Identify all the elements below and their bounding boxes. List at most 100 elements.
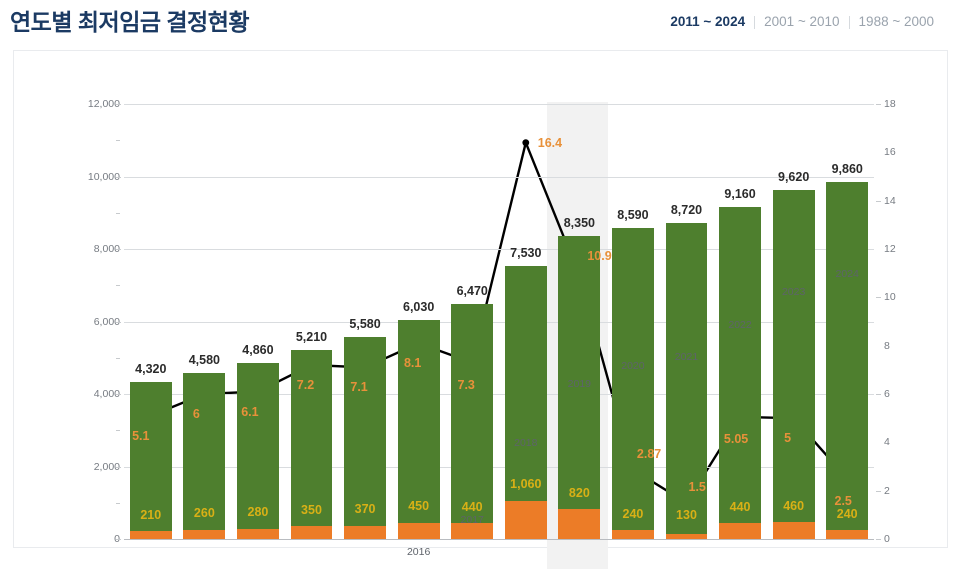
bar-column[interactable]: 5,2103502014 [290,331,333,539]
bar-increase-label: 130 [676,507,697,522]
bar-segment-increase[interactable] [826,530,869,539]
bar-column[interactable]: 6,030 450 2016 [397,301,440,558]
gridline [124,321,874,323]
bar-segment-wage[interactable] [397,320,440,539]
bar-column[interactable]: 5,5803702015 [344,318,386,539]
bar-segment-increase[interactable] [665,534,708,539]
bar-segment-increase[interactable] [451,523,494,539]
rate-point-label: 7.1 [350,380,368,395]
bar-total-label: 9,620 [778,170,810,185]
rate-point-label: 5.1 [132,428,150,443]
bar-segment-increase[interactable] [129,531,172,539]
bar-total-label: 6,030 [403,300,435,315]
bar-segment-wage[interactable] [719,206,761,539]
x-axis-tick-label: 2021 [674,350,699,363]
bar-total-label: 6,470 [456,284,488,299]
rate-point-label: 8.1 [403,356,422,371]
y-axis-left-tickmark [116,176,121,178]
bar-increase-label: 240 [836,506,858,521]
y-axis-right-tick-label: 10 [884,291,896,304]
bar-column[interactable]: 8,590 240 2020 [612,209,654,539]
bar-segment-wage[interactable] [558,236,601,539]
gridline [124,176,874,178]
bar-column[interactable]: 8,720 130 2021 [665,204,708,539]
bar-column[interactable]: 8,350 820 2019 [558,217,601,539]
bar-increase-label: 440 [461,499,483,514]
bar-segment-wage[interactable] [183,372,226,539]
y-axis-right-tick-label: 14 [884,194,896,207]
x-axis-tick-label: 2024 [835,268,859,281]
y-axis-left-tick-label: 6,000 [93,315,120,328]
tab-2001-2010[interactable]: 2001 ~ 2010 [764,14,840,29]
y-axis-left-minor-tickmark [116,285,120,287]
x-axis-tick-label: 2019 [567,377,592,390]
bar-total-label: 7,530 [510,246,542,261]
bar-segment-wage[interactable] [290,350,333,539]
tab-1988-2000[interactable]: 1988 ~ 2000 [858,14,934,29]
bar-segment-wage[interactable] [237,362,279,539]
bar-column[interactable]: 4,5802602012 [183,354,226,539]
bar-segment-wage[interactable] [612,227,654,539]
bar-segment-increase[interactable] [344,525,386,539]
bar-total-label: 4,320 [135,362,167,377]
tab-divider [848,15,850,29]
bar-segment-increase[interactable] [772,522,815,539]
bar-segment-increase[interactable] [290,526,333,539]
bar-segment-wage[interactable] [129,382,172,539]
gridline [124,466,874,468]
y-axis-left-tickmark [116,539,121,540]
bar-column[interactable]: 4,3202102011 [129,363,172,539]
bar-increase-label: 1,060 [510,477,542,492]
bar-segment-wage[interactable] [772,190,815,539]
y-axis-left-tick-label: 8,000 [93,243,120,255]
y-axis-right-tickmark [876,539,881,540]
y-axis-left-minor-tickmark [116,502,120,504]
period-tab-group: 2011 ~ 2024 2001 ~ 2010 1988 ~ 2000 [661,12,943,32]
y-axis-left-tickmark [116,104,121,105]
y-axis-right-tickmark [876,490,881,492]
bar-segment-wage[interactable] [451,304,494,539]
y-axis-right-tickmark [876,297,881,299]
bar-segment-increase[interactable] [612,530,654,539]
x-axis-tick-label: 2023 [781,285,806,298]
y-axis-right-tick-label: 18 [884,98,896,110]
y-axis-right-tick-label: 4 [884,436,890,449]
tab-2011-2024[interactable]: 2011 ~ 2024 [670,14,746,29]
bar-segment-increase[interactable] [558,509,601,539]
bar-increase-label: 210 [140,507,162,522]
bar-increase-label: 280 [247,505,269,520]
y-axis-left-tick-label: 2,000 [93,460,120,473]
bar-total-label: 4,580 [188,352,220,367]
bar-column[interactable]: 9,860 240 2024 [826,163,869,539]
y-axis-right-tick-label: 16 [884,146,896,159]
bar-total-label: 9,860 [831,161,863,176]
bar-segment-increase[interactable] [719,523,761,539]
y-axis-left-tick-label: 4,000 [93,388,120,400]
bar-column[interactable]: 9,620 460 2023 [772,171,815,539]
bar-column[interactable]: 9,160 440 2022 [719,188,761,539]
bar-column[interactable]: 7,530 1,060 2018 [504,247,547,539]
bar-segment-wage[interactable] [826,181,869,539]
x-axis-tick-label: 2016 [406,545,431,558]
bar-segment-wage[interactable] [344,336,386,539]
bar-segment-wage[interactable] [504,266,547,539]
bar-segment-increase[interactable] [397,522,440,539]
bar-column[interactable]: 4,8602802013 [237,344,279,539]
bar-total-label: 8,590 [617,207,649,222]
y-axis-left-tick-label: 12,000 [87,98,120,110]
bar-total-label: 5,580 [349,316,381,331]
bar-segment-increase[interactable] [183,529,226,539]
bar-segment-wage[interactable] [665,222,708,539]
bar-segment-increase[interactable] [504,500,547,539]
y-axis-left-tickmark [116,321,121,323]
bar-increase-label: 370 [354,502,376,517]
y-axis-right-tickmark [876,104,881,105]
bar-segment-increase[interactable] [237,528,279,539]
rate-point-label: 10.9 [587,248,612,263]
bar-total-label: 4,860 [242,342,274,357]
bar-column[interactable]: 6,470 440 2017 [451,285,494,539]
y-axis-right-tickmark [876,200,881,202]
x-axis-tick-label: 2017 [460,513,484,526]
